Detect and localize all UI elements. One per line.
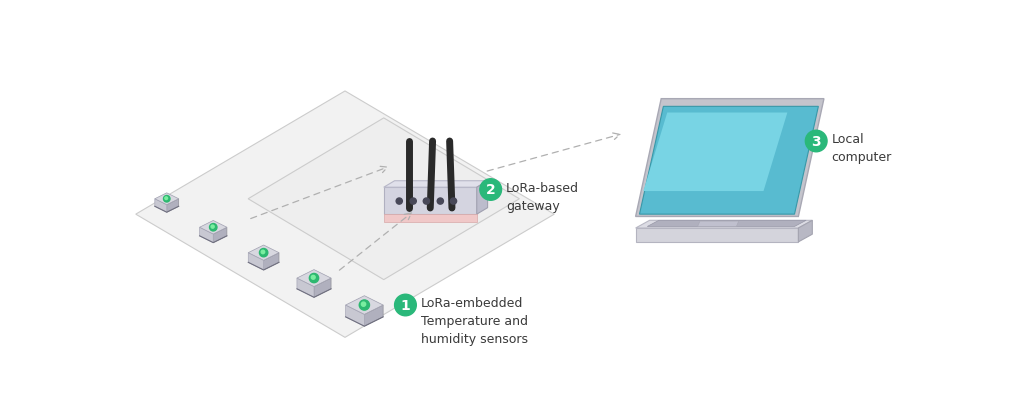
Text: 2: 2 (485, 183, 496, 197)
Text: LoRa-embedded
Temperature and
humidity sensors: LoRa-embedded Temperature and humidity s… (421, 297, 528, 346)
Circle shape (423, 198, 429, 204)
Circle shape (410, 198, 417, 204)
Polygon shape (155, 199, 167, 212)
Polygon shape (314, 278, 331, 297)
Circle shape (164, 196, 170, 202)
Polygon shape (346, 296, 383, 314)
Circle shape (261, 250, 264, 254)
Circle shape (805, 130, 827, 152)
Polygon shape (200, 220, 227, 234)
Polygon shape (477, 181, 487, 214)
Polygon shape (263, 253, 279, 270)
Circle shape (451, 198, 457, 204)
Polygon shape (213, 227, 227, 243)
Polygon shape (636, 228, 799, 242)
Polygon shape (384, 214, 477, 222)
Polygon shape (248, 245, 279, 260)
Circle shape (259, 249, 268, 257)
Polygon shape (384, 181, 487, 187)
Circle shape (437, 198, 443, 204)
Text: Local
computer: Local computer (831, 133, 892, 164)
Polygon shape (346, 305, 365, 326)
Polygon shape (297, 270, 331, 286)
Polygon shape (799, 220, 812, 242)
Polygon shape (155, 193, 178, 205)
Circle shape (394, 294, 417, 316)
Polygon shape (643, 113, 787, 191)
Polygon shape (200, 227, 213, 243)
Polygon shape (248, 253, 263, 270)
Polygon shape (697, 221, 738, 226)
Polygon shape (640, 107, 818, 214)
Circle shape (480, 179, 502, 200)
Polygon shape (297, 278, 314, 297)
Text: LoRa-based
gateway: LoRa-based gateway (506, 182, 580, 213)
Polygon shape (636, 220, 812, 228)
Circle shape (210, 224, 217, 231)
Circle shape (211, 225, 214, 228)
Polygon shape (365, 305, 383, 326)
Polygon shape (384, 187, 477, 214)
Text: 1: 1 (400, 299, 411, 313)
Circle shape (359, 300, 370, 310)
Circle shape (361, 302, 366, 306)
Polygon shape (647, 220, 806, 226)
Polygon shape (167, 199, 178, 212)
Polygon shape (248, 118, 519, 279)
Circle shape (396, 198, 402, 204)
Circle shape (309, 273, 318, 283)
Text: 3: 3 (811, 135, 821, 149)
Polygon shape (136, 91, 554, 337)
Circle shape (165, 197, 168, 200)
Polygon shape (636, 99, 824, 216)
Circle shape (311, 275, 315, 279)
